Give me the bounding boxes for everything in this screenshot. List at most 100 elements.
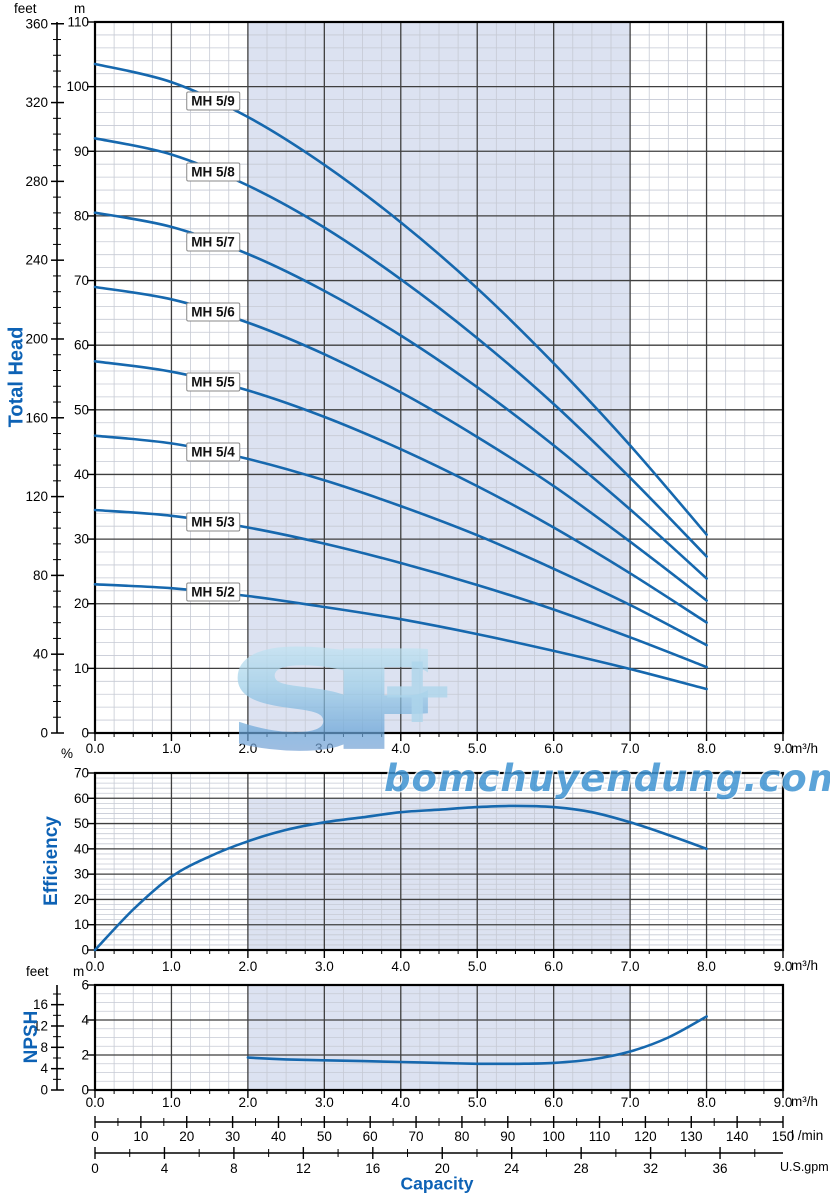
svg-text:1.0: 1.0	[162, 1095, 181, 1110]
svg-text:20: 20	[179, 1129, 194, 1144]
svg-text:130: 130	[680, 1129, 703, 1144]
svg-text:10: 10	[74, 917, 89, 932]
svg-text:8.0: 8.0	[697, 741, 716, 756]
svg-text:60: 60	[74, 791, 89, 806]
svg-text:100: 100	[542, 1129, 565, 1144]
svg-text:50: 50	[74, 402, 89, 417]
svg-text:8: 8	[230, 1161, 238, 1176]
head-feet-unit-header: feet	[14, 1, 37, 16]
m3h-unit-row3: m³/h	[791, 1094, 818, 1109]
m3h-unit-row1: m³/h	[791, 741, 818, 756]
svg-text:4.0: 4.0	[391, 959, 410, 974]
svg-text:36: 36	[713, 1161, 728, 1176]
svg-text:4.0: 4.0	[391, 741, 410, 756]
svg-text:20: 20	[74, 596, 89, 611]
svg-text:3.0: 3.0	[315, 959, 334, 974]
svg-text:7.0: 7.0	[621, 1095, 640, 1110]
svg-text:1.0: 1.0	[162, 741, 181, 756]
svg-text:0.0: 0.0	[86, 741, 105, 756]
svg-text:0: 0	[81, 726, 89, 741]
svg-text:0.0: 0.0	[86, 1095, 105, 1110]
svg-text:320: 320	[25, 95, 48, 110]
svg-text:8.0: 8.0	[697, 1095, 716, 1110]
svg-text:5.0: 5.0	[468, 741, 487, 756]
svg-text:0: 0	[40, 726, 48, 741]
svg-text:4: 4	[81, 1013, 89, 1028]
capacity-axis-title: Capacity	[400, 1173, 474, 1194]
svg-text:20: 20	[435, 1161, 450, 1176]
svg-text:3.0: 3.0	[315, 741, 334, 756]
svg-text:6.0: 6.0	[544, 741, 563, 756]
svg-text:50: 50	[317, 1129, 332, 1144]
npsh-m-unit-header: m	[73, 964, 85, 979]
usgpm-unit: U.S.gpm	[780, 1160, 829, 1174]
npsh-feet-unit-header: feet	[26, 964, 49, 979]
svg-text:2.0: 2.0	[238, 741, 257, 756]
svg-text:40: 40	[74, 841, 89, 856]
svg-text:120: 120	[634, 1129, 657, 1144]
svg-text:70: 70	[74, 766, 89, 781]
svg-text:10: 10	[74, 661, 89, 676]
svg-text:24: 24	[504, 1161, 520, 1176]
svg-text:40: 40	[74, 467, 89, 482]
svg-text:120: 120	[25, 489, 48, 504]
svg-text:60: 60	[363, 1129, 378, 1144]
svg-text:4: 4	[40, 1061, 48, 1076]
svg-text:7.0: 7.0	[621, 741, 640, 756]
svg-text:80: 80	[74, 208, 89, 223]
svg-text:60: 60	[74, 338, 89, 353]
svg-text:110: 110	[589, 1129, 611, 1144]
svg-text:9.0: 9.0	[774, 741, 793, 756]
total-head-axis-title: Total Head	[5, 326, 28, 428]
curve-label-mh-5-3: MH 5/3	[186, 512, 240, 532]
head-m-unit-header: m	[74, 1, 86, 16]
svg-text:140: 140	[726, 1129, 749, 1144]
m3h-unit-row2: m³/h	[791, 958, 818, 973]
svg-text:0: 0	[81, 943, 89, 958]
svg-text:5.0: 5.0	[468, 1095, 487, 1110]
lmin-unit: l /min	[791, 1128, 824, 1143]
svg-text:10: 10	[133, 1129, 148, 1144]
svg-text:0: 0	[81, 1083, 89, 1098]
curve-label-mh-5-9: MH 5/9	[186, 91, 240, 111]
svg-text:4: 4	[161, 1161, 169, 1176]
svg-text:12: 12	[33, 1018, 48, 1033]
svg-text:5.0: 5.0	[468, 959, 487, 974]
svg-text:30: 30	[74, 867, 89, 882]
svg-text:90: 90	[500, 1129, 515, 1144]
svg-text:70: 70	[74, 273, 89, 288]
svg-text:16: 16	[365, 1161, 380, 1176]
svg-text:16: 16	[33, 997, 48, 1012]
svg-text:9.0: 9.0	[774, 959, 793, 974]
svg-text:40: 40	[33, 647, 48, 662]
svg-text:9.0: 9.0	[774, 1095, 793, 1110]
curve-label-mh-5-5: MH 5/5	[186, 372, 240, 392]
svg-text:0.0: 0.0	[86, 959, 105, 974]
svg-text:50: 50	[74, 816, 89, 831]
curve-label-mh-5-8: MH 5/8	[186, 162, 240, 182]
svg-text:28: 28	[574, 1161, 589, 1176]
svg-text:6.0: 6.0	[544, 959, 563, 974]
svg-text:6: 6	[81, 978, 89, 993]
npsh-axis-title: NPSH	[21, 1010, 42, 1064]
svg-text:280: 280	[25, 174, 48, 189]
svg-text:160: 160	[25, 410, 48, 425]
svg-text:200: 200	[25, 331, 48, 346]
curve-label-mh-5-6: MH 5/6	[186, 302, 240, 322]
svg-text:30: 30	[74, 532, 89, 547]
svg-text:7.0: 7.0	[621, 959, 640, 974]
svg-text:2: 2	[81, 1048, 89, 1063]
svg-text:150: 150	[772, 1129, 795, 1144]
svg-text:0: 0	[40, 1083, 48, 1098]
svg-text:40: 40	[271, 1129, 286, 1144]
svg-text:32: 32	[643, 1161, 658, 1176]
curve-label-mh-5-7: MH 5/7	[186, 232, 240, 252]
svg-text:0: 0	[91, 1129, 99, 1144]
svg-text:30: 30	[225, 1129, 240, 1144]
svg-text:70: 70	[409, 1129, 424, 1144]
svg-text:2.0: 2.0	[238, 959, 257, 974]
svg-text:0: 0	[91, 1161, 99, 1176]
svg-text:12: 12	[296, 1161, 311, 1176]
svg-text:100: 100	[66, 79, 89, 94]
